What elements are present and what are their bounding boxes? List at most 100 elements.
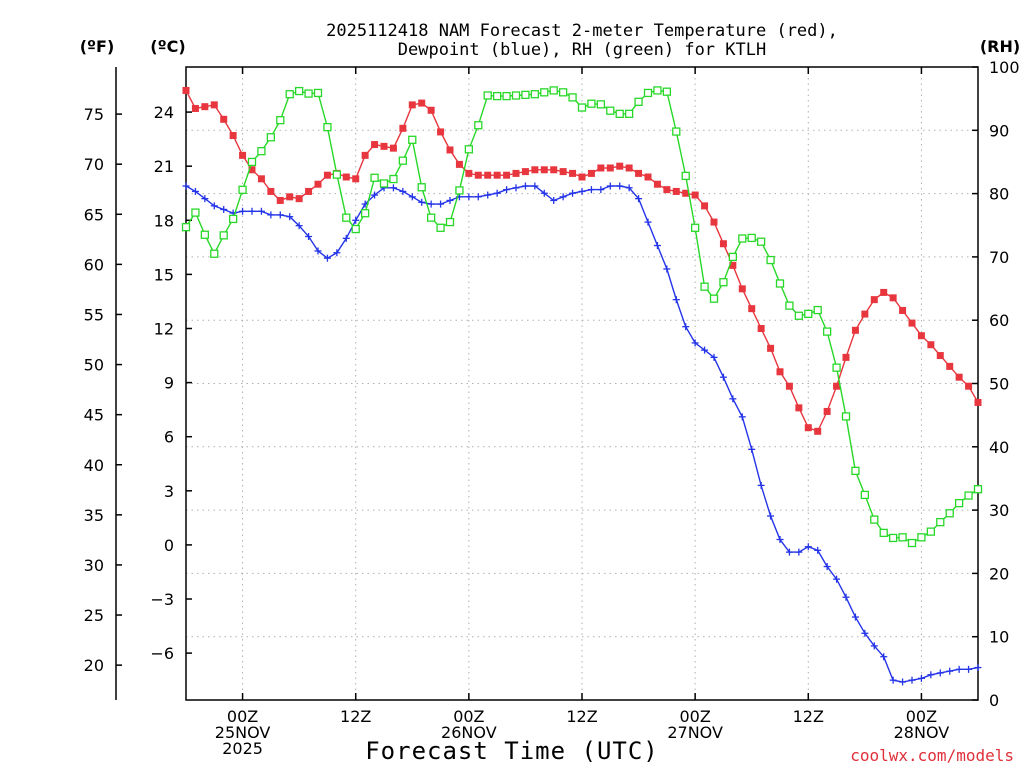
data-point: [908, 676, 916, 684]
data-point: [399, 187, 407, 195]
series-dewpoint: [182, 182, 982, 686]
data-point: [766, 255, 775, 265]
data-point: [342, 213, 351, 222]
data-point: [239, 151, 247, 159]
data-point: [182, 182, 190, 190]
x-axis-label: Forecast Time (UTC): [365, 737, 659, 765]
fahrenheit-tick-label: 45: [84, 406, 104, 425]
data-point: [408, 101, 416, 109]
data-point: [569, 169, 577, 177]
celsius-tick-label: −3: [150, 590, 174, 609]
data-point: [870, 642, 878, 650]
data-point: [738, 413, 746, 421]
data-point: [690, 223, 700, 232]
fahrenheit-tick-label: 70: [84, 155, 104, 174]
data-point: [540, 166, 548, 174]
data-point: [220, 115, 228, 123]
series-rh: [181, 86, 983, 548]
data-point: [305, 187, 313, 195]
data-point: [238, 185, 247, 194]
data-point: [351, 224, 360, 234]
data-point: [531, 182, 539, 190]
data-point: [295, 222, 303, 230]
data-point: [700, 282, 709, 291]
data-point: [342, 234, 350, 242]
data-point: [804, 543, 812, 551]
data-point: [182, 86, 190, 94]
data-point: [861, 629, 869, 637]
rh-tick-label: 0: [989, 691, 999, 710]
data-point: [276, 116, 285, 125]
data-point: [267, 187, 275, 195]
data-point: [635, 169, 643, 177]
data-point: [748, 445, 756, 453]
data-point: [682, 189, 690, 197]
data-point: [484, 191, 492, 199]
data-point: [436, 223, 445, 232]
data-point: [889, 294, 897, 302]
data-point: [445, 217, 455, 227]
data-point: [427, 200, 435, 208]
data-point: [266, 133, 276, 142]
data-point: [804, 309, 813, 319]
data-point: [248, 207, 256, 215]
data-point: [333, 249, 341, 257]
data-point: [899, 306, 907, 314]
data-point: [795, 404, 803, 412]
data-point: [615, 109, 624, 118]
data-point: [663, 265, 671, 273]
celsius-tick-label: 3: [164, 482, 174, 501]
data-point: [823, 407, 831, 415]
data-point: [794, 311, 804, 320]
data-point: [418, 99, 426, 107]
data-point: [361, 151, 369, 159]
data-point: [191, 208, 200, 217]
data-point: [399, 124, 407, 132]
chart-title-line2: Dewpoint (blue), RH (green) for KTLH: [398, 40, 766, 60]
data-point: [512, 184, 520, 192]
data-point: [493, 171, 501, 179]
celsius-tick-label: 12: [154, 319, 174, 338]
data-point: [219, 231, 228, 240]
fahrenheit-unit-label: (ºF): [80, 37, 115, 56]
data-point: [417, 183, 426, 192]
data-point: [926, 527, 936, 536]
celsius-tick-label: 18: [154, 211, 174, 230]
data-point: [936, 352, 944, 360]
data-point: [946, 362, 954, 370]
credit-text: coolwx.com/models: [850, 746, 1014, 765]
data-point: [578, 173, 586, 181]
data-point: [352, 216, 360, 224]
data-point: [521, 168, 529, 176]
data-point: [408, 135, 417, 144]
data-point: [446, 196, 454, 204]
data-point: [672, 127, 681, 136]
data-point: [814, 546, 822, 554]
data-point: [276, 211, 284, 219]
series-layer: [181, 86, 983, 686]
x-tick-label: 27NOV: [667, 723, 723, 742]
data-point: [371, 191, 379, 199]
data-point: [795, 548, 803, 556]
data-point: [569, 189, 577, 197]
data-point: [474, 193, 482, 201]
data-point: [323, 122, 332, 132]
data-point: [748, 305, 756, 313]
data-point: [342, 173, 350, 181]
data-point: [540, 88, 549, 97]
data-point: [879, 528, 888, 538]
data-point: [389, 144, 397, 152]
data-point: [813, 305, 822, 315]
data-point: [474, 121, 483, 130]
data-point: [464, 145, 474, 154]
rh-tick-label: 30: [989, 501, 1009, 520]
data-point: [701, 346, 709, 354]
data-point: [389, 184, 397, 192]
data-point: [550, 166, 558, 174]
x-tick-label: 28NOV: [894, 723, 950, 742]
celsius-unit-label: (ºC): [150, 37, 185, 56]
data-point: [965, 382, 973, 390]
data-point: [521, 182, 529, 190]
data-point: [644, 218, 652, 226]
data-point: [294, 86, 304, 96]
